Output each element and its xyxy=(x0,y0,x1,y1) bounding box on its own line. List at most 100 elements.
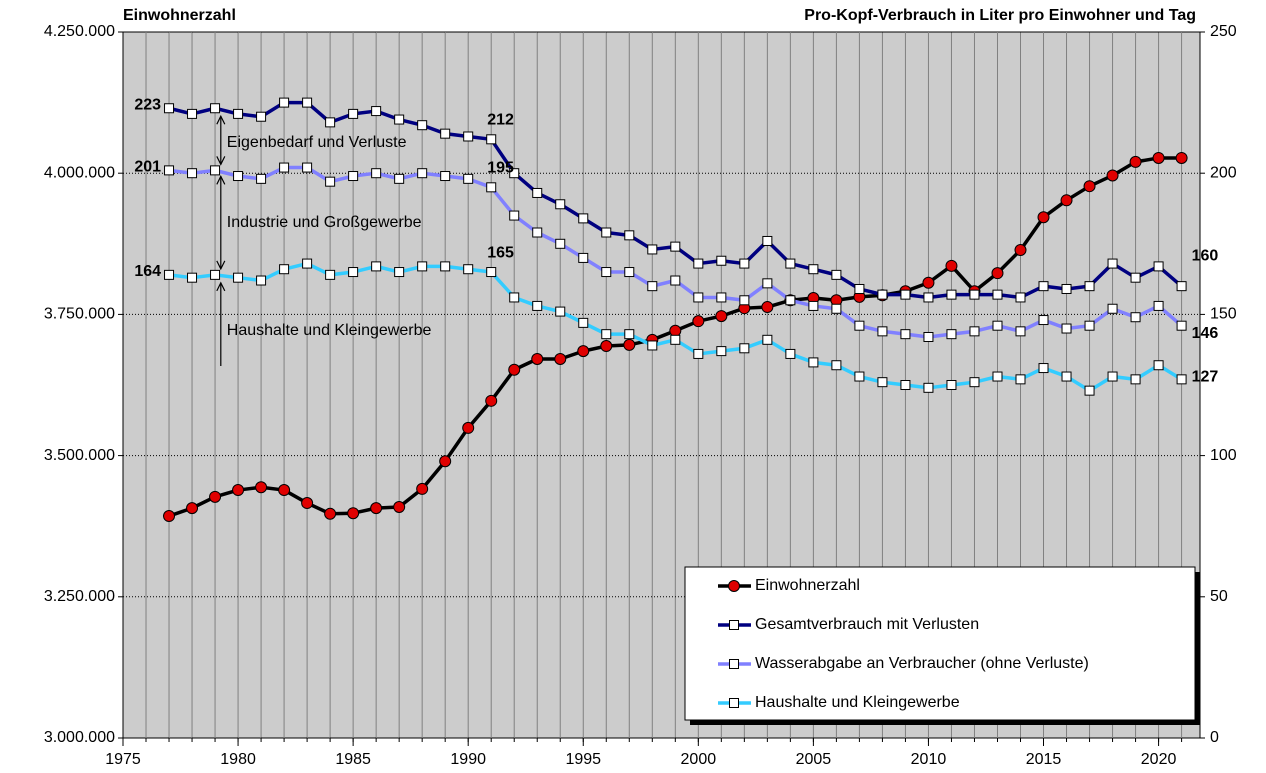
point-marker xyxy=(439,455,452,468)
point-marker xyxy=(1038,281,1049,292)
y-tick-label: 3.750.000 xyxy=(44,306,115,323)
point-marker xyxy=(1084,281,1095,292)
point-marker xyxy=(440,128,451,139)
point-marker xyxy=(1153,360,1164,371)
point-marker xyxy=(555,306,566,317)
point-marker xyxy=(1106,169,1119,182)
y-tick-label: 3.500.000 xyxy=(44,447,115,464)
point-marker xyxy=(762,334,773,345)
point-marker xyxy=(394,114,405,125)
data-label: 160 xyxy=(1192,247,1219,264)
point-marker xyxy=(1061,283,1072,294)
point-marker xyxy=(739,343,750,354)
point-marker xyxy=(969,377,980,388)
point-marker xyxy=(1152,151,1165,164)
arrow-head xyxy=(216,156,226,166)
x-tick-label: 1975 xyxy=(105,751,141,768)
point-marker xyxy=(348,171,359,182)
point-marker xyxy=(417,120,428,131)
point-marker xyxy=(371,106,382,117)
legend xyxy=(684,566,1196,721)
data-label: 164 xyxy=(134,263,161,280)
data-label: 223 xyxy=(134,96,161,113)
x-tick-label: 1990 xyxy=(450,751,486,768)
data-label: 146 xyxy=(1192,325,1219,342)
point-marker xyxy=(877,289,888,300)
y-tick-label: 4.250.000 xyxy=(44,23,115,40)
point-marker xyxy=(1107,371,1118,382)
legend-label: Gesamtverbrauch mit Verlusten xyxy=(755,616,979,633)
point-marker xyxy=(210,269,221,280)
point-marker xyxy=(302,97,313,108)
data-label: 195 xyxy=(487,160,514,177)
point-marker xyxy=(508,363,521,376)
point-marker xyxy=(647,281,658,292)
point-marker xyxy=(324,507,337,520)
arrow-head xyxy=(216,260,226,271)
point-marker xyxy=(854,320,865,331)
annotation: Eigenbedarf und Verluste xyxy=(227,134,407,151)
point-marker xyxy=(485,394,498,407)
point-marker xyxy=(509,292,520,303)
point-marker xyxy=(900,380,911,390)
point-marker xyxy=(670,241,681,252)
point-marker xyxy=(255,481,268,494)
y2-tick-label: 100 xyxy=(1210,447,1237,464)
point-marker xyxy=(440,171,451,182)
point-marker xyxy=(1130,272,1141,283)
point-marker xyxy=(945,259,958,272)
point-marker xyxy=(1038,315,1049,326)
point-marker xyxy=(163,510,176,523)
point-marker xyxy=(164,165,175,176)
point-marker xyxy=(1176,281,1187,292)
y2-tick-label: 0 xyxy=(1210,729,1219,746)
point-marker xyxy=(946,329,957,340)
point-marker xyxy=(923,331,934,342)
point-marker xyxy=(532,227,543,238)
point-marker xyxy=(186,502,199,515)
point-marker xyxy=(1153,300,1164,311)
point-marker xyxy=(992,371,1003,382)
point-marker xyxy=(693,258,704,269)
point-marker xyxy=(600,340,613,353)
x-tick-label: 2020 xyxy=(1141,751,1177,768)
point-marker xyxy=(922,276,935,289)
point-marker xyxy=(1015,374,1026,385)
point-marker xyxy=(301,497,314,510)
point-marker xyxy=(761,301,774,314)
point-marker xyxy=(347,507,360,520)
y2-tick-label: 250 xyxy=(1210,23,1237,40)
arrow-head xyxy=(216,281,226,292)
point-marker xyxy=(462,421,475,434)
x-tick-label: 1995 xyxy=(565,751,601,768)
point-marker xyxy=(1084,320,1095,331)
y-axis-title: Einwohnerzahl xyxy=(123,7,236,24)
point-marker xyxy=(808,264,819,275)
point-marker xyxy=(325,176,336,187)
point-marker xyxy=(992,320,1003,331)
point-marker xyxy=(233,171,244,182)
point-marker xyxy=(164,103,175,114)
x-tick-label: 2015 xyxy=(1026,751,1062,768)
point-marker xyxy=(416,482,429,495)
point-marker xyxy=(854,371,865,382)
point-marker xyxy=(831,269,842,280)
point-marker xyxy=(256,275,267,286)
point-marker xyxy=(348,108,359,119)
legend-label: Wasserabgabe an Verbraucher (ohne Verlus… xyxy=(755,655,1089,672)
legend-label: Einwohnerzahl xyxy=(755,577,860,594)
point-marker xyxy=(463,131,474,142)
point-marker xyxy=(1129,155,1142,168)
point-marker xyxy=(831,303,842,314)
point-marker xyxy=(393,500,406,513)
point-marker xyxy=(509,210,520,221)
point-marker xyxy=(1107,303,1118,314)
y-tick-label: 3.000.000 xyxy=(44,729,115,746)
point-marker xyxy=(509,168,520,179)
point-marker xyxy=(256,111,267,122)
point-marker xyxy=(210,103,221,114)
point-marker xyxy=(808,357,819,368)
point-marker xyxy=(578,317,589,328)
point-marker xyxy=(991,267,1004,280)
x-tick-label: 2010 xyxy=(911,751,947,768)
